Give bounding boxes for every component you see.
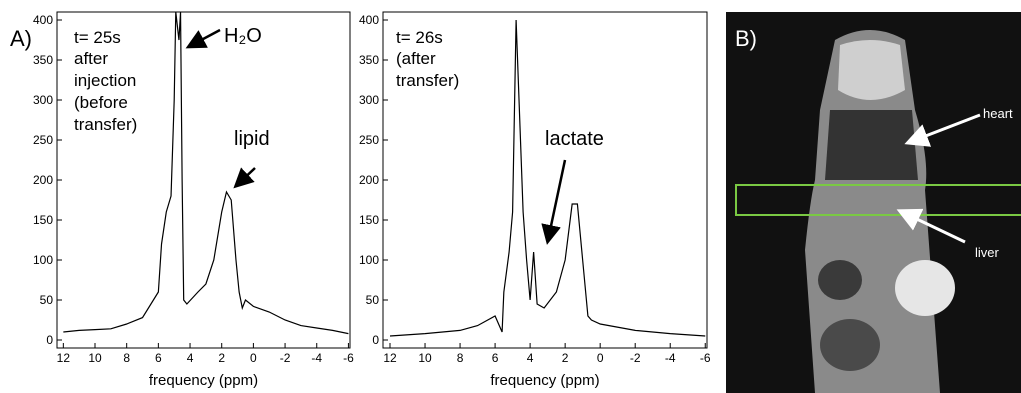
x-tick-label: -2 (280, 351, 291, 365)
x-axis-label: frequency (ppm) (490, 372, 599, 389)
annotation: t= 25s (74, 28, 121, 47)
y-tick-label: 200 (33, 173, 53, 187)
y-tick-label: 300 (359, 93, 379, 107)
y-tick-label: 0 (46, 333, 53, 347)
x-tick-label: 8 (123, 351, 130, 365)
image-label: liver (975, 245, 1000, 260)
x-tick-label: 2 (218, 351, 225, 365)
y-tick-label: 400 (359, 13, 379, 27)
mri-image (726, 12, 1021, 393)
figure: A) B) heart liver 0501001502002503003504… (0, 0, 1021, 393)
annotation: lipid (234, 128, 270, 150)
annotation: after (74, 49, 108, 68)
arrow (190, 30, 220, 46)
y-tick-label: 100 (359, 253, 379, 267)
x-tick-label: -4 (665, 351, 676, 365)
y-tick-label: 0 (372, 333, 379, 347)
annotation: H₂O (224, 25, 262, 47)
y-tick-label: 100 (33, 253, 53, 267)
y-tick-label: 350 (359, 53, 379, 67)
x-tick-label: 10 (418, 351, 432, 365)
x-tick-label: 12 (383, 351, 397, 365)
arrow (237, 168, 255, 185)
y-tick-label: 150 (359, 213, 379, 227)
x-tick-label: 6 (492, 351, 499, 365)
arrow (548, 160, 565, 240)
annotation: t= 26s (396, 28, 443, 47)
y-tick-label: 50 (366, 293, 380, 307)
x-tick-label: 0 (250, 351, 257, 365)
page: {"panel_labels": ["A)", "B)"], "image": … (0, 0, 1021, 393)
x-tick-label: 4 (187, 351, 194, 365)
annotation: lactate (545, 128, 604, 150)
x-tick-label: -6 (700, 351, 711, 365)
y-tick-label: 400 (33, 13, 53, 27)
annotation: injection (74, 71, 136, 90)
annotation: transfer) (396, 71, 459, 90)
image-label: heart (983, 106, 1013, 121)
panel-label: B) (735, 26, 757, 51)
y-tick-label: 350 (33, 53, 53, 67)
annotation: (after (396, 49, 436, 68)
x-tick-label: 12 (57, 351, 71, 365)
x-tick-label: 10 (88, 351, 102, 365)
y-tick-label: 150 (33, 213, 53, 227)
y-tick-label: 250 (33, 133, 53, 147)
spectrum-line (390, 20, 705, 336)
x-tick-label: 8 (457, 351, 464, 365)
x-tick-label: 0 (597, 351, 604, 365)
annotation: transfer) (74, 115, 137, 134)
x-tick-label: -2 (630, 351, 641, 365)
x-tick-label: 6 (155, 351, 162, 365)
x-tick-label: 2 (562, 351, 569, 365)
annotation: (before (74, 93, 128, 112)
y-tick-label: 300 (33, 93, 53, 107)
y-tick-label: 50 (40, 293, 54, 307)
x-tick-label: 4 (527, 351, 534, 365)
panel-label: A) (10, 26, 32, 51)
y-tick-label: 200 (359, 173, 379, 187)
x-tick-label: -6 (343, 351, 354, 365)
x-axis-label: frequency (ppm) (149, 372, 258, 389)
y-tick-label: 250 (359, 133, 379, 147)
x-tick-label: -4 (311, 351, 322, 365)
